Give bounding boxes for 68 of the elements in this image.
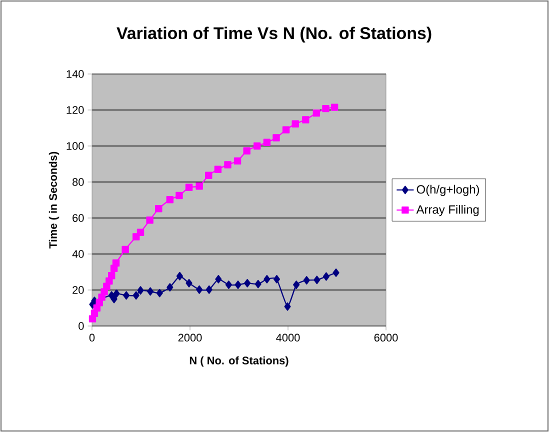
point xyxy=(254,280,262,288)
legend-label: Array Filling xyxy=(416,205,479,216)
x-tick-label: 4000 xyxy=(276,334,300,342)
point xyxy=(136,228,144,236)
point xyxy=(186,278,192,288)
point xyxy=(132,291,140,300)
point xyxy=(322,104,330,112)
point xyxy=(272,134,280,142)
point xyxy=(293,280,300,289)
point xyxy=(166,196,174,204)
y-tick-label: 20 xyxy=(72,286,84,294)
point xyxy=(123,291,130,300)
y-tick-label: 140 xyxy=(66,70,84,78)
point xyxy=(122,246,129,254)
point xyxy=(234,157,242,165)
point xyxy=(137,286,144,295)
point xyxy=(155,205,162,212)
point xyxy=(113,289,120,298)
point xyxy=(292,120,299,128)
point xyxy=(214,166,222,173)
point xyxy=(263,138,271,146)
y-tick-label: 80 xyxy=(72,178,84,186)
point xyxy=(196,285,203,294)
point xyxy=(284,302,291,311)
y-tick-label: 120 xyxy=(66,106,84,114)
point xyxy=(243,147,250,154)
point xyxy=(322,272,330,281)
point xyxy=(100,288,108,296)
point xyxy=(176,272,184,280)
point xyxy=(205,172,212,179)
point xyxy=(146,216,154,224)
point xyxy=(215,275,222,284)
point xyxy=(312,109,320,117)
legend-label: O(h/g+logh) xyxy=(416,184,480,196)
chart-title: Variation of Time Vs N (No. of Stations) xyxy=(116,26,432,42)
point xyxy=(110,294,118,304)
point xyxy=(254,142,261,150)
point xyxy=(225,280,232,289)
point xyxy=(264,275,270,284)
point xyxy=(224,161,232,168)
point xyxy=(98,294,106,301)
point xyxy=(185,184,193,191)
point xyxy=(156,288,163,298)
point xyxy=(196,182,203,190)
point xyxy=(147,287,154,296)
x-tick-label: 6000 xyxy=(374,334,398,342)
y-tick-label: 100 xyxy=(66,142,84,150)
point xyxy=(108,272,116,280)
point xyxy=(273,275,280,284)
y-tick-label: 60 xyxy=(72,214,84,222)
point xyxy=(166,283,174,292)
point xyxy=(112,259,120,267)
x-tick-label: 0 xyxy=(89,334,95,342)
point xyxy=(330,104,338,111)
point xyxy=(234,280,242,289)
y-tick-label: 40 xyxy=(72,250,84,258)
point xyxy=(176,192,183,200)
y-tick-label: 0 xyxy=(78,322,84,330)
point xyxy=(206,285,212,294)
x-tick-label: 2000 xyxy=(178,334,202,342)
point xyxy=(282,126,290,134)
point xyxy=(302,116,310,124)
point xyxy=(303,276,310,284)
point xyxy=(314,276,320,284)
x-axis-title: N ( No. of Stations) xyxy=(190,356,288,367)
point xyxy=(244,278,251,288)
point xyxy=(332,268,340,277)
y-axis-title: Time ( in Seconds) xyxy=(48,152,60,248)
